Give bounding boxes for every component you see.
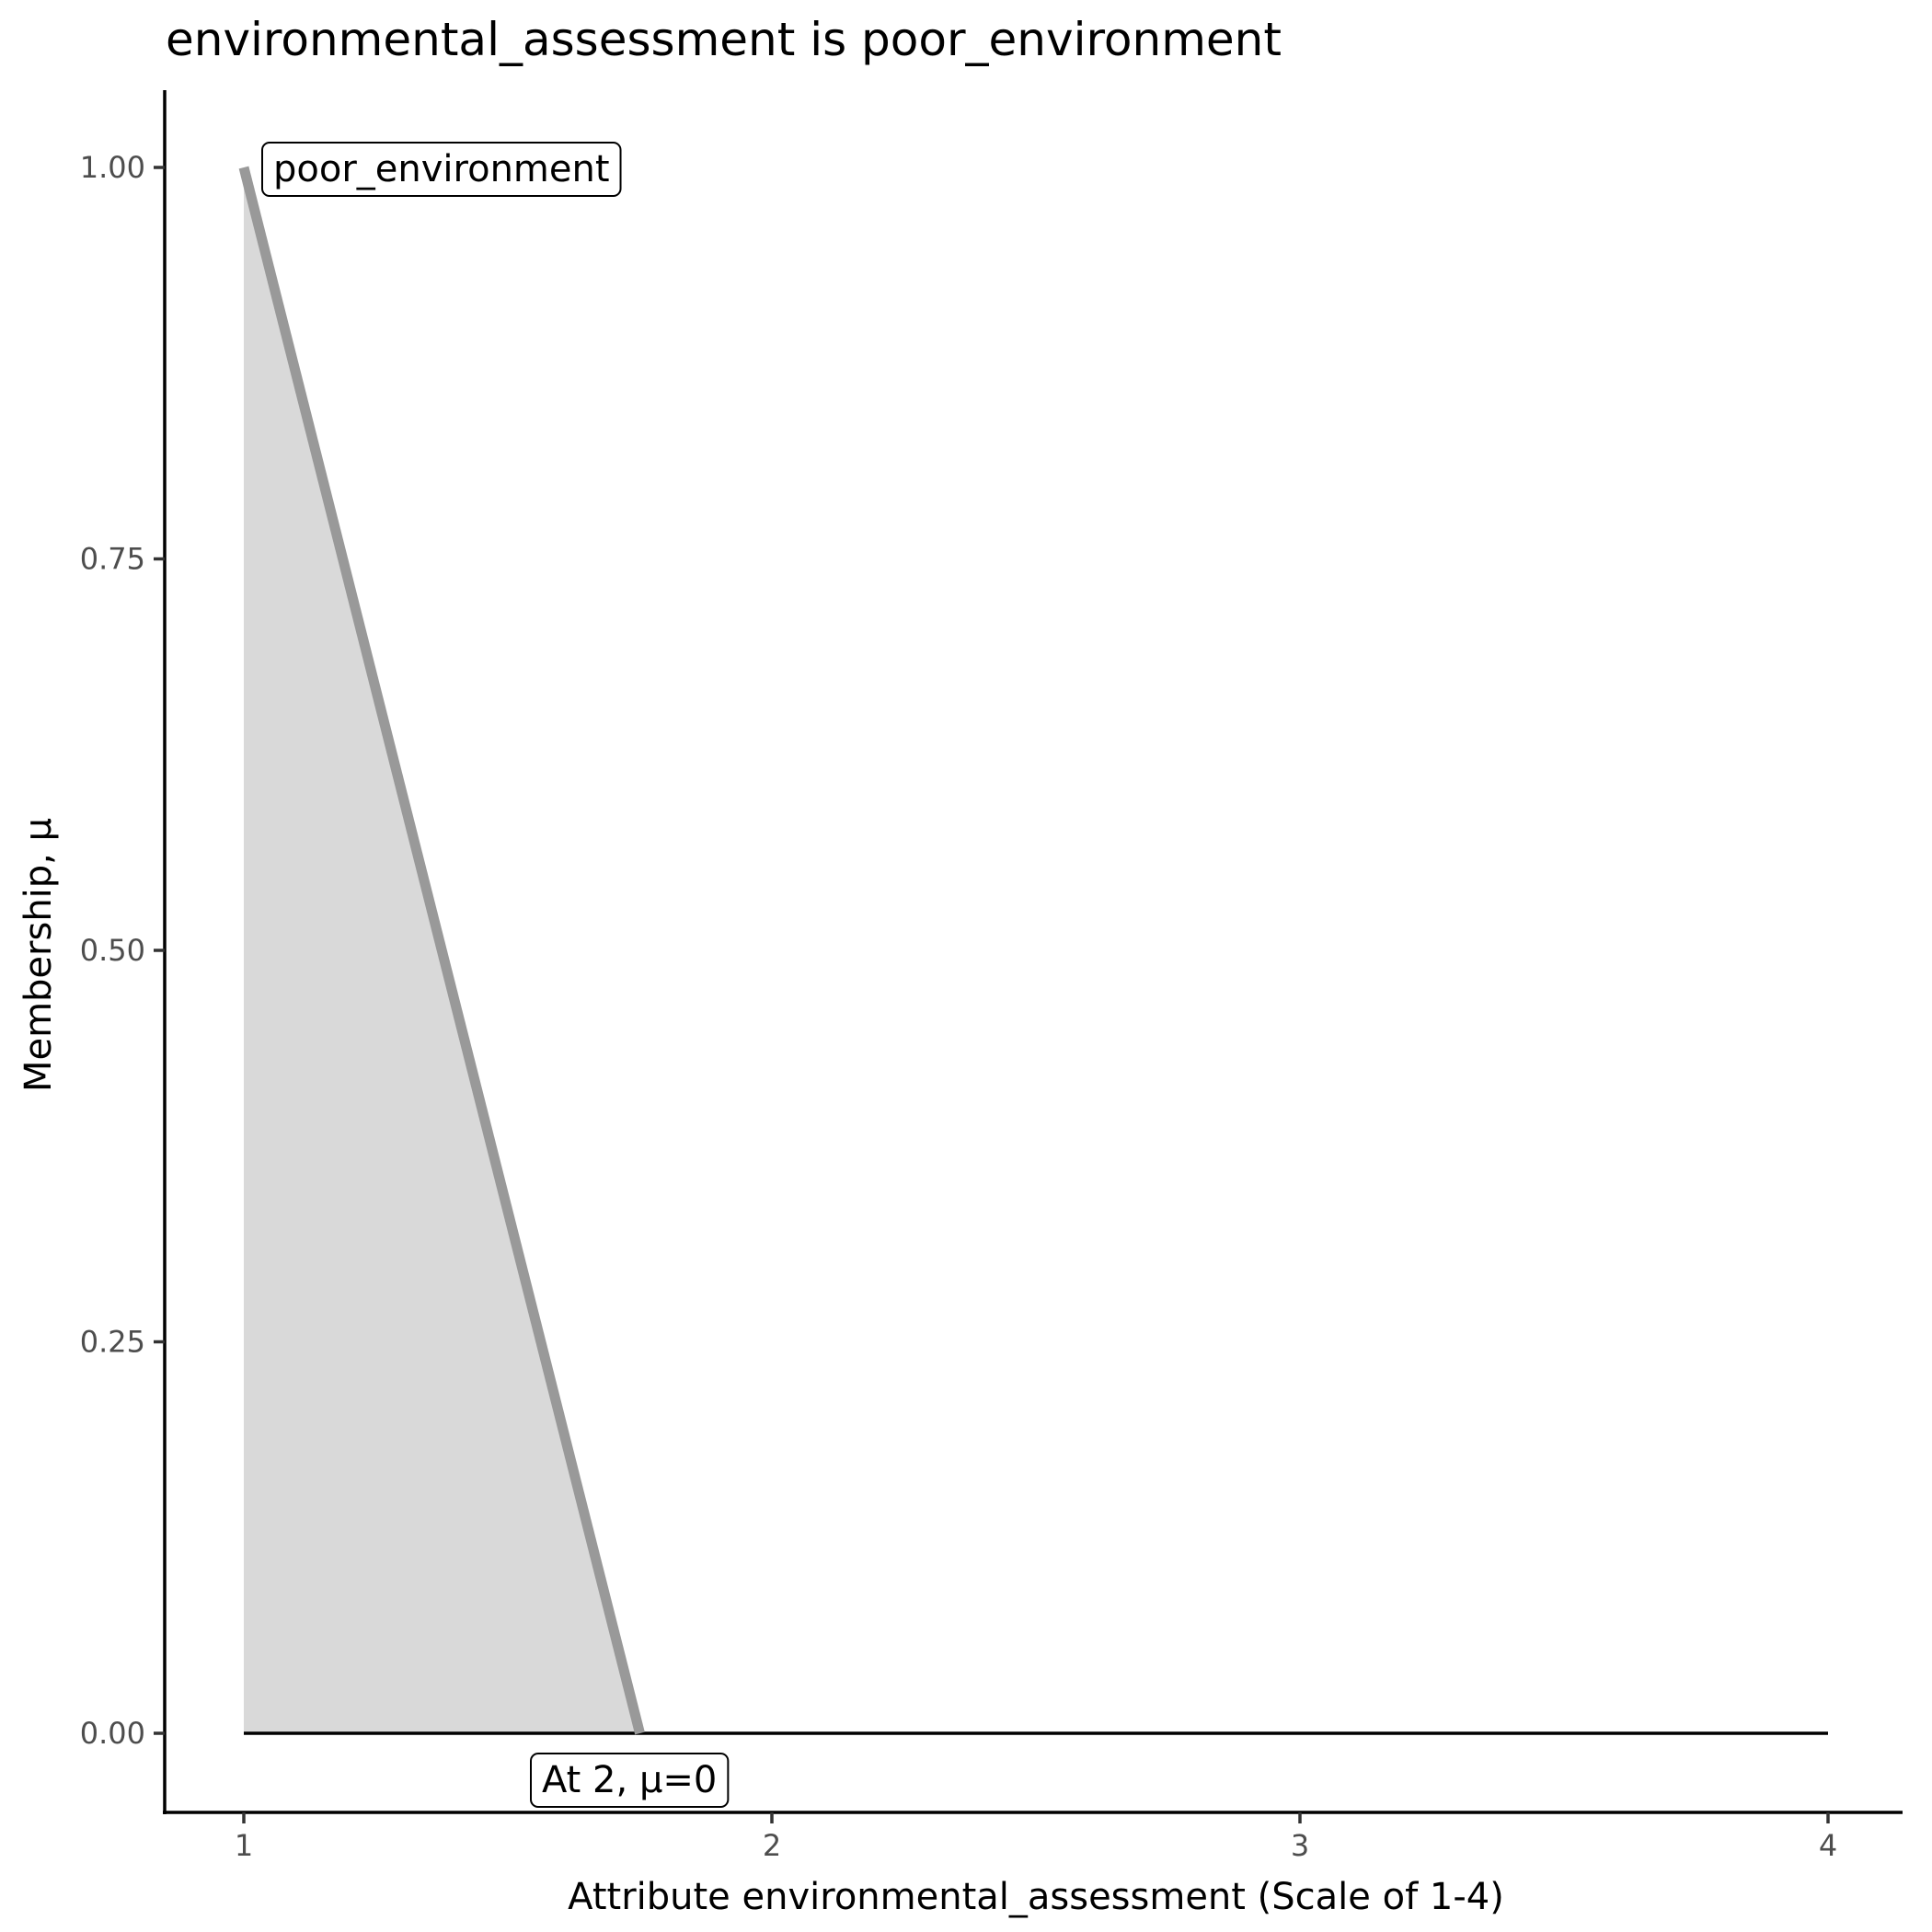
- y-axis-label: Membership, μ: [17, 818, 60, 1092]
- y-tick-label: 1.00: [80, 150, 145, 185]
- x-tick-label: 2: [763, 1828, 781, 1863]
- annotation-at-2-box: [530, 1753, 730, 1808]
- x-tick-label: 3: [1291, 1828, 1309, 1863]
- annotation-at-2-text: At 2, μ=0: [542, 1759, 717, 1801]
- y-tick-label: 0.75: [80, 542, 145, 577]
- y-tick-label: 0.00: [80, 1716, 145, 1751]
- annotation-poor-environment-box: [261, 142, 622, 197]
- x-tick-label: 4: [1819, 1828, 1837, 1863]
- y-tick-label: 0.25: [80, 1325, 145, 1360]
- x-tick-label: 1: [235, 1828, 253, 1863]
- membership-line: [238, 166, 645, 1735]
- annotation-poor-environment: poor_environment: [261, 142, 622, 197]
- chart-title: environmental_assessment is poor_environ…: [166, 13, 1282, 66]
- annotation-at-2: At 2, μ=0: [530, 1753, 730, 1808]
- x-axis-label: Attribute environmental_assessment (Scal…: [568, 1876, 1504, 1918]
- y-tick-label: 0.50: [80, 933, 145, 968]
- annotation-poor-environment-text: poor_environment: [273, 148, 610, 190]
- plot-area: 1 2 3 4 0.00 0.25 0.50 0.75 1.00 poor_environment…: [80, 90, 1903, 1863]
